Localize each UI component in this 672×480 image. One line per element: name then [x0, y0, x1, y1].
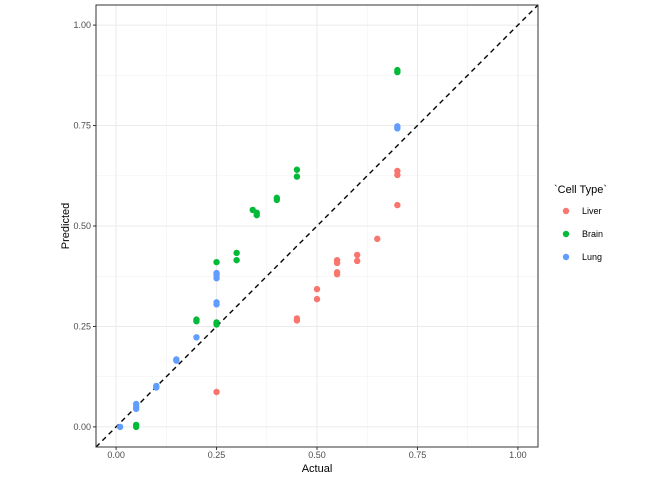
legend-label-lung: Lung	[582, 252, 602, 262]
y-axis-title: Predicted	[60, 203, 72, 249]
data-point-brain	[273, 194, 281, 202]
data-point-brain	[394, 66, 401, 74]
y-tick-label: 0.00	[73, 422, 91, 432]
data-point-liver	[353, 251, 361, 259]
x-tick-label: 0.25	[208, 450, 226, 460]
major-gridlines	[96, 5, 538, 447]
data-point-lung	[116, 423, 124, 431]
data-point-lung	[394, 123, 401, 130]
legend-label-liver: Liver	[582, 206, 602, 216]
legend-title: `Cell Type`	[554, 184, 607, 196]
x-tick-label: 0.00	[107, 450, 125, 460]
data-points	[116, 66, 401, 431]
legend-key-brain	[562, 230, 570, 238]
legend-key-liver	[562, 207, 570, 215]
y-tick-label: 0.50	[73, 221, 91, 231]
data-point-liver	[374, 235, 381, 243]
x-tick-label: 0.50	[308, 450, 326, 460]
legend: `Cell Type` Liver Brain Lung	[554, 184, 607, 262]
data-point-lung	[173, 356, 180, 363]
y-tick-label: 0.25	[73, 321, 91, 331]
x-axis-title: Actual	[302, 463, 333, 475]
y-tick-label: 1.00	[73, 20, 91, 30]
data-point-brain	[132, 421, 140, 429]
x-axis-ticks: 0.00 0.25 0.50 0.75 1.00	[107, 447, 527, 460]
data-point-brain	[213, 319, 220, 326]
data-point-lung	[132, 400, 140, 408]
data-point-liver	[293, 315, 301, 322]
data-point-liver	[394, 201, 401, 209]
data-point-lung	[193, 334, 200, 341]
data-point-lung	[213, 269, 220, 277]
x-tick-label: 1.00	[509, 450, 527, 460]
data-point-liver	[313, 295, 321, 303]
data-point-liver	[213, 388, 220, 396]
y-axis-ticks: 0.00 0.25 0.50 0.75 1.00	[73, 20, 96, 432]
data-point-brain	[233, 249, 240, 257]
data-point-lung	[153, 382, 160, 390]
data-point-liver	[394, 167, 401, 175]
data-point-liver	[333, 256, 341, 264]
legend-key-lung	[562, 253, 570, 261]
data-point-liver	[313, 285, 321, 293]
data-point-lung	[213, 299, 220, 306]
y-tick-label: 0.75	[73, 121, 91, 131]
legend-label-brain: Brain	[582, 229, 603, 239]
data-point-brain	[293, 173, 301, 180]
data-point-brain	[213, 258, 220, 266]
data-point-liver	[333, 269, 341, 276]
data-point-brain	[293, 166, 301, 173]
data-point-brain	[233, 256, 240, 264]
data-point-brain	[193, 316, 200, 323]
data-point-brain	[253, 209, 260, 216]
data-point-liver	[353, 257, 361, 265]
x-tick-label: 0.75	[409, 450, 427, 460]
